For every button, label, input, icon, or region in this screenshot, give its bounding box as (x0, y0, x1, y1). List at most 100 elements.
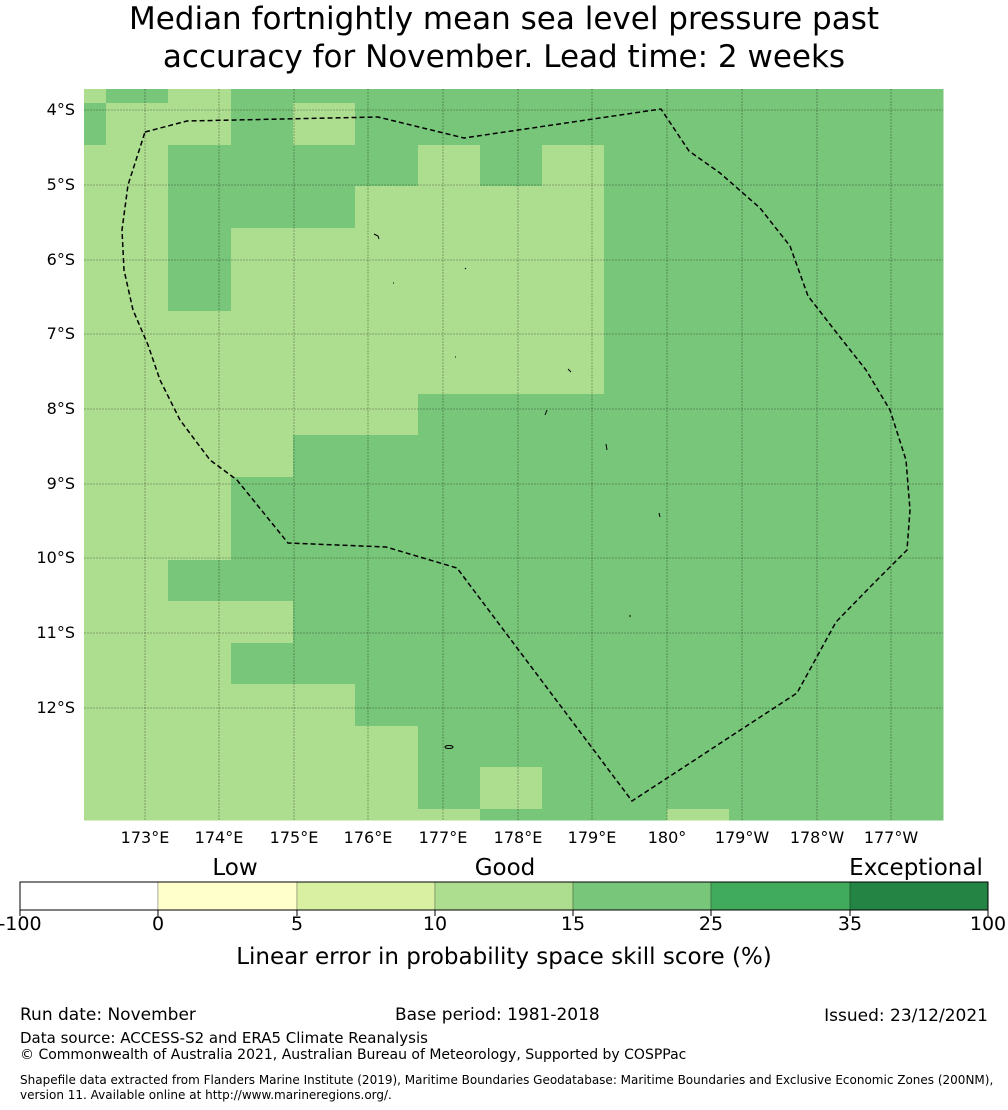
heatmap-cell (542, 684, 605, 727)
y-tick-label: 6°S (46, 250, 75, 269)
heatmap-cell (916, 228, 944, 270)
issued-date: Issued: 23/12/2021 (824, 1006, 988, 1026)
heatmap-cell (542, 435, 605, 478)
heatmap-cell (729, 643, 792, 685)
heatmap-cell (542, 228, 605, 270)
heatmap-cell (106, 228, 169, 270)
heatmap-cell (84, 477, 107, 519)
x-tick-label: 179°E (567, 828, 617, 847)
heatmap-cell (355, 269, 419, 312)
colorbar-segment (157, 881, 298, 911)
heatmap-cell (729, 145, 792, 187)
heatmap-cell (729, 477, 792, 519)
y-tick-label: 9°S (46, 474, 75, 493)
heatmap-cell (293, 809, 356, 821)
heatmap-cell (604, 89, 668, 104)
heatmap-cell (791, 103, 855, 146)
heatmap-cell (854, 103, 917, 146)
heatmap-cell (106, 518, 169, 561)
heatmap-cell (231, 89, 294, 104)
heatmap-cell (729, 684, 792, 727)
heatmap-cell (480, 228, 543, 270)
heatmap-cell (418, 269, 481, 312)
heatmap-cell (418, 767, 481, 810)
heatmap-cell (168, 477, 232, 519)
heatmap-cell (84, 103, 107, 146)
heatmap-cell (168, 269, 232, 312)
heatmap-cell (418, 684, 481, 727)
colorbar-segment (296, 881, 436, 911)
heatmap-cell (791, 767, 855, 810)
heatmap-cell (418, 726, 481, 768)
heatmap-cell (542, 269, 605, 312)
heatmap-cell (355, 186, 419, 229)
heatmap-cell (667, 477, 730, 519)
heatmap-cell (667, 560, 730, 602)
colorbar-segment (434, 881, 574, 911)
heatmap-cell (729, 352, 792, 395)
heatmap-cell (106, 477, 169, 519)
colorbar-tick-label: 0 (151, 913, 165, 935)
x-tick-label: 179°W (714, 828, 770, 847)
heatmap-cell (168, 394, 232, 436)
heatmap-cell (916, 601, 944, 644)
heatmap-cell (293, 643, 356, 685)
heatmap-cell (106, 726, 169, 768)
heatmap-cell (854, 684, 917, 727)
heatmap-cell (667, 518, 730, 561)
heatmap-cell (667, 643, 730, 685)
heatmap-cell (480, 103, 543, 146)
heatmap-cell (854, 89, 917, 104)
heatmap-cell (542, 643, 605, 685)
heatmap-cell (791, 145, 855, 187)
colorbar-tick-label: 5 (290, 913, 304, 935)
heatmap-cell (667, 311, 730, 353)
heatmap-cell (854, 352, 917, 395)
y-tick-label: 12°S (36, 698, 75, 717)
heatmap-cell (916, 726, 944, 768)
y-tick-label: 11°S (36, 623, 75, 642)
heatmap-cell (480, 186, 543, 229)
heatmap-cell (106, 352, 169, 395)
x-tick-label: 177°W (863, 828, 919, 847)
chart-title-line2: accuracy for November. Lead time: 2 week… (162, 39, 846, 75)
heatmap-cell (418, 518, 481, 561)
heatmap-cell (542, 477, 605, 519)
heatmap-cell (106, 186, 169, 229)
heatmap-cell (729, 560, 792, 602)
heatmap-cell (168, 684, 232, 727)
heatmap-cell (355, 643, 419, 685)
heatmap-cell (916, 518, 944, 561)
colorbar-label: Linear error in probability space skill … (236, 944, 772, 970)
heatmap-cell (542, 352, 605, 395)
heatmap-cell (916, 435, 944, 478)
heatmap-cell (604, 726, 668, 768)
heatmap-cell (168, 352, 232, 395)
heatmap-cell (729, 809, 792, 821)
heatmap-cell (168, 311, 232, 353)
heatmap-cell (106, 560, 169, 602)
heatmap-cell (667, 103, 730, 146)
heatmap-cell (231, 103, 294, 146)
heatmap-cell (854, 560, 917, 602)
heatmap-cell (168, 643, 232, 685)
heatmap-cell (355, 560, 419, 602)
heatmap-cell (542, 560, 605, 602)
heatmap-cell (293, 435, 356, 478)
heatmap-cell (542, 601, 605, 644)
shapefile-credit-line2: version 11. Available online at http://w… (20, 1088, 392, 1102)
heatmap-cell (231, 435, 294, 478)
run-date: Run date: November (20, 1005, 196, 1025)
heatmap-cell (667, 186, 730, 229)
heatmap-cell (480, 435, 543, 478)
heatmap-cell (916, 311, 944, 353)
heatmap-cell (293, 601, 356, 644)
heatmap-cell (418, 477, 481, 519)
heatmap-cell (916, 269, 944, 312)
heatmap-cell (604, 186, 668, 229)
heatmap-cell (106, 684, 169, 727)
heatmap-cell (168, 809, 232, 821)
heatmap-cell (418, 352, 481, 395)
heatmap-cell (293, 89, 356, 104)
island-outlines (373, 233, 661, 749)
